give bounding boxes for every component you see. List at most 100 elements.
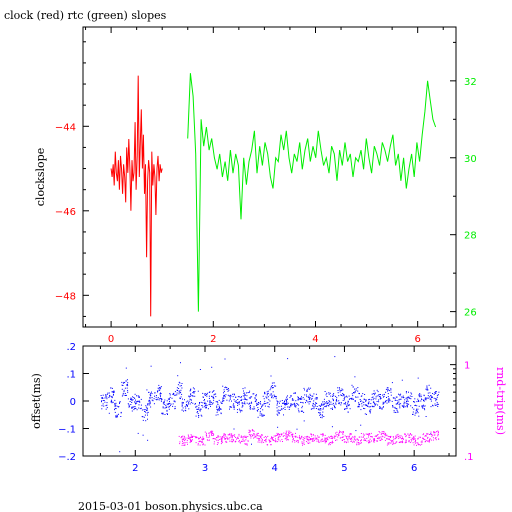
offset-point (246, 395, 248, 397)
rndtrip-point (221, 442, 223, 443)
offset-point (262, 414, 264, 416)
offset-point (382, 403, 384, 405)
offset-point (119, 402, 120, 404)
rndtrip-point (244, 437, 246, 438)
rndtrip-point (395, 437, 397, 439)
offset-point (383, 394, 385, 396)
offset-point (220, 412, 222, 414)
offset-point (215, 396, 217, 398)
offset-point (277, 401, 278, 403)
offset-point (209, 391, 211, 393)
rndtrip-point (212, 438, 214, 440)
rndtrip-point (182, 435, 184, 437)
offset-point (337, 390, 339, 391)
offset-point (164, 399, 166, 401)
offset-point (251, 408, 253, 410)
rndtrip-point (398, 442, 400, 443)
rndtrip-point (385, 435, 387, 437)
offset-point (263, 398, 265, 400)
offset-point (373, 401, 375, 403)
offset-point (253, 406, 255, 408)
offset-point (137, 432, 139, 434)
rndtrip-point (369, 438, 371, 440)
rndtrip-point (239, 442, 241, 444)
rndtrip-point (196, 436, 198, 438)
rndtrip-point (283, 435, 285, 436)
offset-point (395, 403, 397, 405)
rndtrip-point (228, 434, 230, 435)
offset-point (142, 419, 144, 421)
offset-point (262, 404, 264, 406)
rndtrip-point (278, 434, 280, 435)
offset-point (358, 404, 360, 405)
offset-point (261, 404, 263, 406)
rndtrip-point (200, 436, 201, 438)
offset-point (348, 398, 350, 400)
offset-point (220, 402, 222, 404)
offset-point (368, 406, 370, 408)
offset-point (306, 388, 308, 390)
offset-point (379, 407, 380, 409)
offset-point (204, 393, 206, 395)
rndtrip-point (303, 443, 305, 445)
offset-point (375, 403, 377, 405)
offset-point (212, 403, 213, 405)
offset-point (105, 394, 107, 396)
offset-point (223, 392, 224, 394)
offset-point (112, 391, 114, 393)
offset-point (379, 398, 381, 400)
offset-point (369, 412, 371, 414)
offset-point (376, 389, 378, 391)
rndtrip-point (379, 439, 381, 441)
offset-point (372, 396, 374, 398)
offset-point (307, 390, 308, 392)
offset-point (213, 394, 215, 396)
rndtrip-point (299, 435, 300, 437)
rndtrip-point (420, 436, 421, 438)
rndtrip-point (288, 432, 290, 434)
offset-point (295, 406, 297, 408)
offset-point (148, 392, 150, 393)
offset-point (203, 400, 205, 401)
offset-point (179, 382, 181, 384)
offset-point (323, 403, 325, 405)
rndtrip-point (355, 439, 357, 441)
offset-point (131, 410, 133, 412)
x-tick-label: 3 (202, 463, 208, 474)
offset-point (432, 405, 434, 407)
offset-point (437, 394, 439, 396)
offset-point (283, 403, 285, 404)
offset-point (309, 401, 311, 403)
offset-point (332, 398, 334, 400)
rndtrip-point (232, 440, 234, 442)
offset-point (412, 411, 414, 413)
offset-point (185, 407, 187, 409)
offset-point (385, 400, 387, 401)
rndtrip-point (285, 433, 287, 435)
offset-point (374, 393, 376, 394)
offset-point (261, 415, 263, 417)
rndtrip-point (332, 442, 334, 443)
rndtrip-point (306, 436, 307, 438)
offset-point (198, 404, 200, 406)
offset-point (147, 403, 149, 405)
offset-point (277, 426, 279, 428)
slope-series (110, 73, 437, 317)
offset-point (145, 420, 147, 422)
rndtrip-point (291, 433, 293, 435)
offset-point (192, 402, 194, 404)
offset-point (284, 406, 286, 408)
offset-point (308, 401, 310, 403)
rndtrip-point (437, 434, 439, 436)
offset-point (138, 407, 140, 409)
rndtrip-point (437, 431, 439, 433)
rndtrip-point (413, 444, 415, 446)
rndtrip-point (243, 440, 245, 442)
rndtrip-point (426, 433, 427, 435)
offset-point (421, 399, 423, 400)
rndtrip-point (373, 439, 375, 441)
offset-point (319, 412, 321, 414)
offset-point (362, 393, 364, 395)
offset-point (190, 388, 192, 390)
